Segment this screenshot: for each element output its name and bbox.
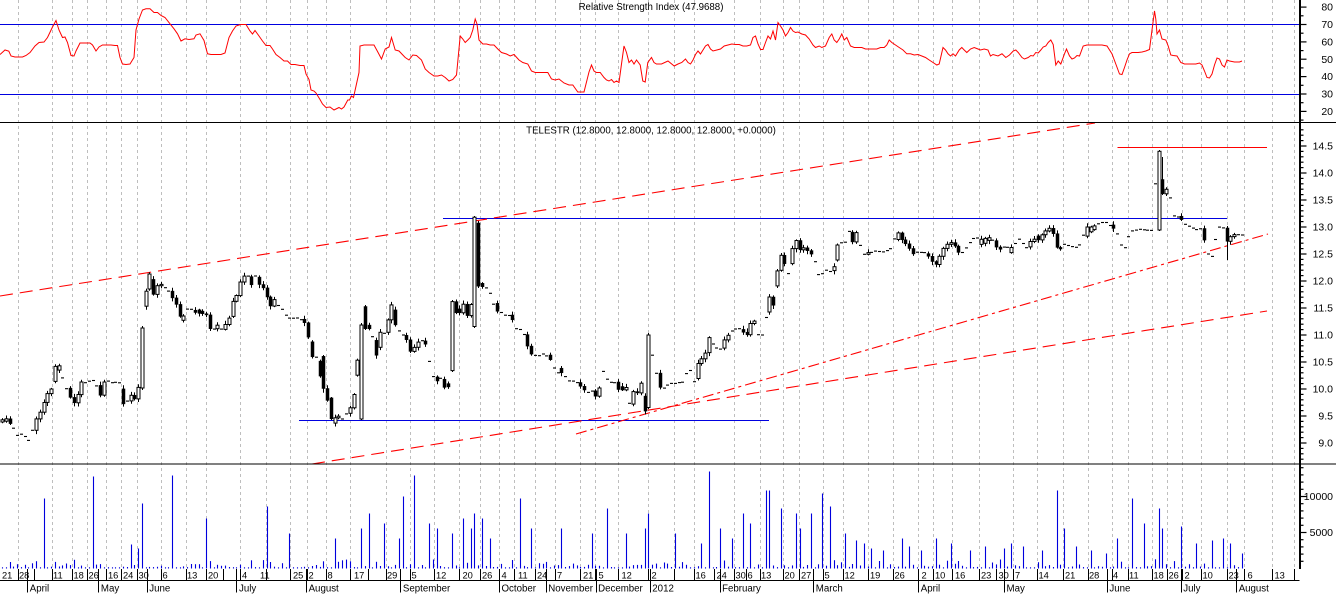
svg-text:23: 23	[1229, 571, 1239, 581]
svg-text:May: May	[101, 584, 119, 595]
svg-text:13.0: 13.0	[1313, 222, 1334, 234]
svg-text:10000: 10000	[1304, 491, 1333, 503]
svg-text:26: 26	[89, 571, 99, 581]
svg-text:19: 19	[870, 571, 880, 581]
svg-text:4: 4	[1113, 571, 1118, 581]
svg-text:July: July	[239, 584, 256, 595]
svg-text:29: 29	[387, 571, 397, 581]
svg-text:March: March	[816, 584, 843, 595]
svg-text:18: 18	[1154, 571, 1164, 581]
svg-text:12.0: 12.0	[1313, 276, 1334, 288]
svg-text:10: 10	[935, 571, 945, 581]
svg-text:July: July	[1183, 584, 1200, 595]
svg-text:11.5: 11.5	[1313, 303, 1333, 315]
svg-text:4: 4	[242, 571, 247, 581]
svg-text:26: 26	[482, 571, 492, 581]
svg-text:10.5: 10.5	[1313, 357, 1334, 369]
svg-text:April: April	[921, 584, 940, 595]
svg-text:16: 16	[108, 571, 118, 581]
svg-text:TELESTR (12.8000, 12.8000, 12.: TELESTR (12.8000, 12.8000, 12.8000, 12.8…	[526, 126, 776, 137]
svg-text:12: 12	[436, 571, 446, 581]
svg-text:20: 20	[463, 571, 473, 581]
svg-text:30: 30	[736, 571, 746, 581]
svg-text:50: 50	[1321, 54, 1333, 66]
svg-text:2: 2	[1185, 571, 1190, 581]
svg-text:25: 25	[293, 571, 303, 581]
svg-text:26: 26	[1169, 571, 1179, 581]
svg-text:2: 2	[309, 571, 314, 581]
svg-text:5: 5	[825, 571, 830, 581]
svg-text:27: 27	[801, 571, 811, 581]
svg-text:23: 23	[981, 571, 991, 581]
svg-text:24: 24	[123, 571, 133, 581]
svg-text:5: 5	[599, 571, 604, 581]
svg-text:12: 12	[622, 571, 632, 581]
svg-text:16: 16	[696, 571, 706, 581]
svg-text:4: 4	[502, 571, 507, 581]
svg-text:18: 18	[74, 571, 84, 581]
svg-text:2: 2	[922, 571, 927, 581]
svg-text:April: April	[30, 584, 49, 595]
svg-text:7: 7	[1015, 571, 1020, 581]
svg-text:16: 16	[955, 571, 965, 581]
svg-text:26: 26	[895, 571, 905, 581]
svg-text:13: 13	[761, 571, 771, 581]
svg-text:Relative Strength Index (47.96: Relative Strength Index (47.9688)	[579, 2, 724, 13]
svg-text:21: 21	[1065, 571, 1075, 581]
svg-text:20: 20	[208, 571, 218, 581]
svg-text:20: 20	[785, 571, 795, 581]
svg-text:10: 10	[1203, 571, 1213, 581]
svg-text:14.0: 14.0	[1313, 168, 1334, 180]
svg-text:12.5: 12.5	[1313, 249, 1334, 261]
svg-text:13: 13	[187, 571, 197, 581]
svg-text:60: 60	[1321, 36, 1333, 48]
svg-text:21: 21	[583, 571, 593, 581]
svg-text:14.5: 14.5	[1313, 141, 1334, 153]
svg-text:6: 6	[163, 571, 168, 581]
svg-text:August: August	[309, 584, 339, 595]
svg-text:30: 30	[999, 571, 1009, 581]
svg-text:6: 6	[748, 571, 753, 581]
svg-text:28: 28	[19, 571, 29, 581]
svg-text:5000: 5000	[1310, 527, 1334, 539]
svg-text:80: 80	[1321, 2, 1333, 14]
svg-text:17: 17	[354, 571, 364, 581]
svg-text:20: 20	[1321, 106, 1333, 118]
svg-text:2012: 2012	[652, 584, 674, 595]
svg-text:28: 28	[1089, 571, 1099, 581]
svg-text:70: 70	[1321, 19, 1333, 31]
svg-text:5: 5	[412, 571, 417, 581]
svg-text:December: December	[598, 584, 643, 595]
svg-text:October: October	[502, 584, 537, 595]
svg-text:13.5: 13.5	[1313, 195, 1334, 207]
svg-text:6: 6	[1248, 571, 1253, 581]
svg-text:9.0: 9.0	[1318, 438, 1333, 450]
svg-text:7: 7	[557, 571, 562, 581]
svg-text:November: November	[548, 584, 593, 595]
svg-text:9.5: 9.5	[1318, 411, 1333, 423]
svg-text:11: 11	[1129, 571, 1139, 581]
svg-text:11: 11	[518, 571, 528, 581]
svg-text:8: 8	[328, 571, 333, 581]
svg-text:30: 30	[1321, 89, 1333, 101]
svg-text:24: 24	[717, 571, 727, 581]
svg-text:11: 11	[53, 571, 63, 581]
svg-text:13: 13	[1275, 571, 1285, 581]
svg-text:August: August	[1239, 584, 1269, 595]
svg-text:11.0: 11.0	[1313, 330, 1333, 342]
svg-text:10.0: 10.0	[1313, 384, 1334, 396]
svg-text:September: September	[403, 584, 451, 595]
svg-text:May: May	[1007, 584, 1025, 595]
svg-text:40: 40	[1321, 71, 1333, 83]
svg-text:2: 2	[652, 571, 657, 581]
svg-text:February: February	[722, 584, 761, 595]
svg-text:30: 30	[139, 571, 149, 581]
svg-text:14: 14	[1039, 571, 1049, 581]
svg-text:12: 12	[845, 571, 855, 581]
svg-text:June: June	[149, 584, 170, 595]
svg-text:11: 11	[260, 571, 270, 581]
svg-text:21: 21	[2, 571, 12, 581]
svg-text:24: 24	[537, 571, 547, 581]
svg-text:June: June	[1109, 584, 1130, 595]
